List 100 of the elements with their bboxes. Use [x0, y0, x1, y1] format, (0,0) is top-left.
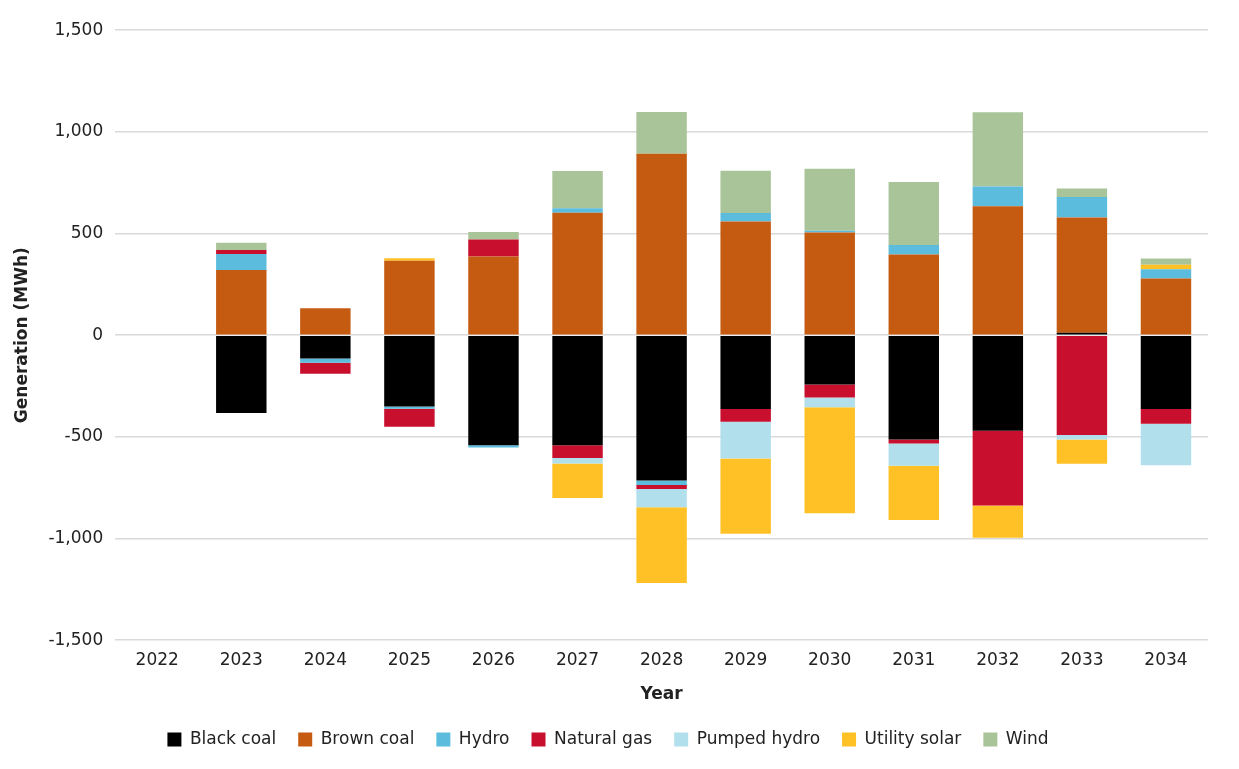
- bar: [972, 430, 1024, 506]
- bar: [804, 168, 855, 231]
- bar: [300, 308, 351, 335]
- bar: [216, 250, 267, 255]
- bar: [300, 335, 351, 359]
- bar: [1140, 409, 1192, 424]
- x-tick-label: 2033: [1060, 648, 1104, 669]
- bar: [888, 244, 939, 255]
- x-tick-label: 2023: [219, 648, 263, 669]
- bar: [300, 358, 351, 363]
- bar: [468, 239, 519, 257]
- bar: [1056, 439, 1108, 464]
- x-tick-label: 2034: [1144, 648, 1188, 669]
- bar: [804, 397, 855, 408]
- bar: [804, 407, 855, 514]
- x-tick-label: 2030: [808, 648, 852, 669]
- bar: [468, 256, 519, 335]
- bar: [888, 182, 939, 245]
- bar: [972, 206, 1024, 335]
- x-axis-title: Year: [639, 683, 684, 704]
- bar: [636, 335, 687, 481]
- bar: [216, 242, 267, 250]
- y-tick-label: -1,000: [48, 526, 104, 547]
- bar: [1140, 258, 1192, 265]
- bar: [1140, 269, 1192, 279]
- bar: [636, 480, 687, 486]
- bar: [1140, 423, 1192, 466]
- bar: [804, 384, 855, 398]
- bar: [468, 335, 519, 446]
- legend-label: Hydro: [458, 727, 510, 748]
- x-tick-label: 2032: [976, 648, 1020, 669]
- legend-label: Utility solar: [864, 727, 962, 748]
- bar: [384, 408, 435, 427]
- bar: [636, 488, 687, 508]
- y-tick-label: 1,500: [54, 18, 104, 39]
- x-tick-label: 2028: [639, 648, 684, 669]
- bar: [888, 443, 939, 466]
- bar: [1056, 217, 1108, 333]
- bar: [720, 170, 771, 213]
- x-tick-label: 2029: [724, 648, 768, 669]
- bar: [552, 335, 603, 446]
- bar: [552, 445, 603, 459]
- bar: [216, 269, 267, 335]
- bar: [552, 170, 603, 209]
- bar: [636, 111, 687, 154]
- bar: [720, 213, 771, 222]
- bar: [384, 335, 435, 407]
- bar: [636, 485, 687, 489]
- bar: [552, 208, 603, 213]
- bar: [720, 335, 771, 410]
- y-tick-label: 0: [92, 323, 104, 344]
- y-axis-title: Generation (MWh): [10, 247, 31, 424]
- bar: [468, 232, 519, 240]
- legend-label: Wind: [1005, 727, 1049, 748]
- legend-label: Black coal: [189, 727, 277, 748]
- bar: [888, 254, 939, 335]
- bar: [972, 505, 1024, 538]
- bar: [384, 258, 435, 261]
- x-tick-label: 2025: [387, 648, 432, 669]
- bar: [720, 421, 771, 459]
- bar: [972, 112, 1024, 187]
- bar: [552, 212, 603, 335]
- bar: [216, 254, 267, 270]
- x-tick-label: 2024: [303, 648, 347, 669]
- bar: [1056, 196, 1108, 218]
- bar: [1056, 435, 1108, 440]
- x-tick-label: 2031: [892, 648, 936, 669]
- bar: [300, 362, 351, 374]
- bar: [552, 463, 603, 499]
- bar: [1140, 335, 1192, 410]
- bar: [888, 335, 939, 440]
- x-tick-label: 2026: [471, 648, 516, 669]
- bar: [804, 232, 855, 335]
- bar: [804, 335, 855, 385]
- bar: [1056, 335, 1108, 436]
- bar: [720, 409, 771, 422]
- legend-label: Natural gas: [554, 727, 653, 748]
- y-tick-label: 1,000: [54, 120, 104, 141]
- x-tick-label: 2022: [135, 648, 179, 669]
- bar: [1140, 278, 1192, 335]
- bar: [636, 507, 687, 584]
- bar: [468, 445, 519, 448]
- bar: [384, 406, 435, 409]
- legend-label: Pumped hydro: [696, 727, 821, 748]
- bar: [888, 465, 939, 521]
- bar: [552, 458, 603, 464]
- y-tick-label: -1,500: [48, 628, 104, 649]
- bar: [1056, 188, 1108, 197]
- bar: [636, 153, 687, 335]
- bar: [384, 260, 435, 335]
- legend-label: Brown coal: [320, 727, 415, 748]
- y-tick-label: 500: [70, 221, 104, 242]
- x-tick-label: 2027: [555, 648, 600, 669]
- bar: [972, 186, 1024, 207]
- bar: [888, 439, 939, 444]
- bar: [972, 335, 1024, 431]
- y-tick-label: -500: [64, 425, 104, 446]
- bar: [720, 221, 771, 335]
- bar: [216, 335, 267, 414]
- bar: [720, 458, 771, 534]
